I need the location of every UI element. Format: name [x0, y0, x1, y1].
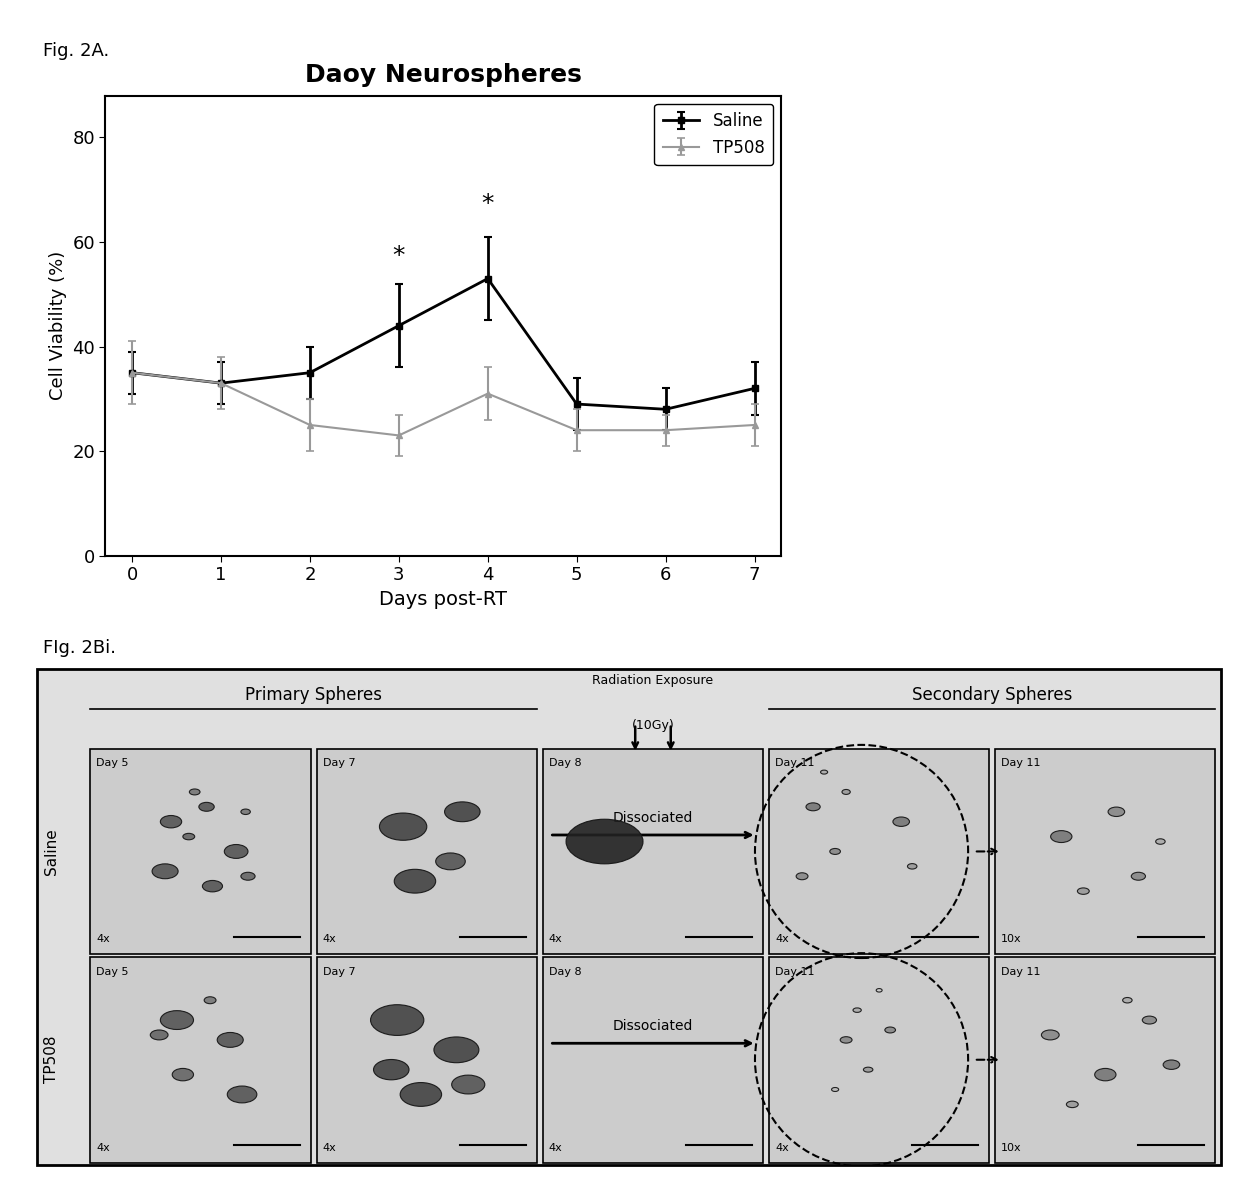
Text: 4x: 4x	[97, 1142, 110, 1153]
Ellipse shape	[202, 881, 222, 891]
Text: 4x: 4x	[97, 934, 110, 944]
Text: Day 5: Day 5	[97, 967, 129, 976]
Ellipse shape	[796, 872, 808, 880]
Ellipse shape	[182, 833, 195, 840]
Ellipse shape	[885, 1027, 895, 1032]
Ellipse shape	[241, 872, 255, 881]
Ellipse shape	[394, 869, 435, 893]
Ellipse shape	[1163, 1060, 1179, 1070]
Ellipse shape	[198, 802, 215, 811]
Ellipse shape	[893, 817, 909, 827]
Ellipse shape	[434, 1037, 479, 1062]
Bar	[91, 957, 311, 1163]
Ellipse shape	[863, 1067, 873, 1072]
Text: 4x: 4x	[775, 934, 789, 944]
Ellipse shape	[842, 790, 851, 795]
Text: Day 11: Day 11	[775, 967, 815, 976]
Bar	[91, 748, 311, 955]
Text: 10x: 10x	[1001, 934, 1022, 944]
Text: Day 5: Day 5	[97, 759, 129, 768]
Ellipse shape	[451, 1076, 485, 1093]
Ellipse shape	[1142, 1016, 1157, 1024]
Text: *: *	[393, 244, 405, 268]
Legend: Saline, TP508: Saline, TP508	[655, 104, 773, 165]
Text: 4x: 4x	[549, 934, 563, 944]
Text: 4x: 4x	[775, 1142, 789, 1153]
Text: Day 8: Day 8	[549, 967, 582, 976]
Bar	[769, 748, 990, 955]
Ellipse shape	[841, 1037, 852, 1043]
Ellipse shape	[401, 1083, 441, 1107]
Ellipse shape	[160, 1011, 193, 1029]
Text: Radiation Exposure: Radiation Exposure	[593, 674, 713, 687]
Text: Day 11: Day 11	[1001, 967, 1040, 976]
Ellipse shape	[1131, 872, 1146, 881]
Ellipse shape	[160, 815, 182, 828]
Text: Secondary Spheres: Secondary Spheres	[913, 686, 1073, 704]
Ellipse shape	[1156, 839, 1166, 844]
X-axis label: Days post-RT: Days post-RT	[379, 589, 507, 608]
Ellipse shape	[1042, 1030, 1059, 1040]
Bar	[543, 748, 763, 955]
Ellipse shape	[1095, 1068, 1116, 1080]
Ellipse shape	[806, 803, 820, 810]
Ellipse shape	[445, 802, 480, 822]
Bar	[996, 957, 1215, 1163]
Ellipse shape	[1122, 998, 1132, 1003]
Text: Dissociated: Dissociated	[613, 811, 693, 825]
Ellipse shape	[373, 1060, 409, 1080]
Text: Saline: Saline	[43, 828, 60, 875]
Ellipse shape	[565, 820, 644, 864]
Text: 4x: 4x	[322, 934, 336, 944]
Text: TP508: TP508	[43, 1036, 60, 1084]
Ellipse shape	[205, 997, 216, 1004]
Text: 4x: 4x	[322, 1142, 336, 1153]
Ellipse shape	[190, 789, 200, 795]
Text: Day 7: Day 7	[322, 759, 355, 768]
Ellipse shape	[172, 1068, 193, 1080]
Ellipse shape	[853, 1007, 862, 1012]
Ellipse shape	[227, 1086, 257, 1103]
Text: Dissociated: Dissociated	[613, 1019, 693, 1034]
Text: Day 8: Day 8	[549, 759, 582, 768]
Ellipse shape	[241, 809, 250, 815]
Text: 10x: 10x	[1001, 1142, 1022, 1153]
Ellipse shape	[832, 1087, 838, 1091]
Y-axis label: Cell Viability (%): Cell Viability (%)	[48, 251, 67, 400]
Text: (10Gy): (10Gy)	[631, 719, 675, 731]
Ellipse shape	[435, 853, 465, 870]
Bar	[543, 957, 763, 1163]
Ellipse shape	[1109, 807, 1125, 816]
Text: *: *	[481, 192, 494, 216]
Ellipse shape	[153, 864, 179, 878]
Bar	[316, 957, 537, 1163]
Ellipse shape	[1050, 831, 1071, 842]
Ellipse shape	[217, 1032, 243, 1047]
Ellipse shape	[150, 1030, 169, 1040]
Ellipse shape	[379, 813, 427, 840]
Text: Day 11: Day 11	[775, 759, 815, 768]
Title: Daoy Neurospheres: Daoy Neurospheres	[305, 62, 582, 87]
Bar	[996, 748, 1215, 955]
Text: Fig. 2A.: Fig. 2A.	[43, 42, 109, 60]
Ellipse shape	[224, 845, 248, 858]
Ellipse shape	[1066, 1101, 1079, 1108]
Text: FIg. 2Bi.: FIg. 2Bi.	[43, 639, 117, 657]
Ellipse shape	[908, 864, 916, 869]
Text: Primary Spheres: Primary Spheres	[246, 686, 382, 704]
Ellipse shape	[371, 1005, 424, 1035]
Ellipse shape	[830, 848, 841, 854]
Text: Day 7: Day 7	[322, 967, 355, 976]
Ellipse shape	[821, 770, 827, 774]
Ellipse shape	[1078, 888, 1089, 894]
Bar	[769, 957, 990, 1163]
Bar	[316, 748, 537, 955]
Ellipse shape	[877, 988, 882, 992]
Text: Day 11: Day 11	[1001, 759, 1040, 768]
Text: 4x: 4x	[549, 1142, 563, 1153]
